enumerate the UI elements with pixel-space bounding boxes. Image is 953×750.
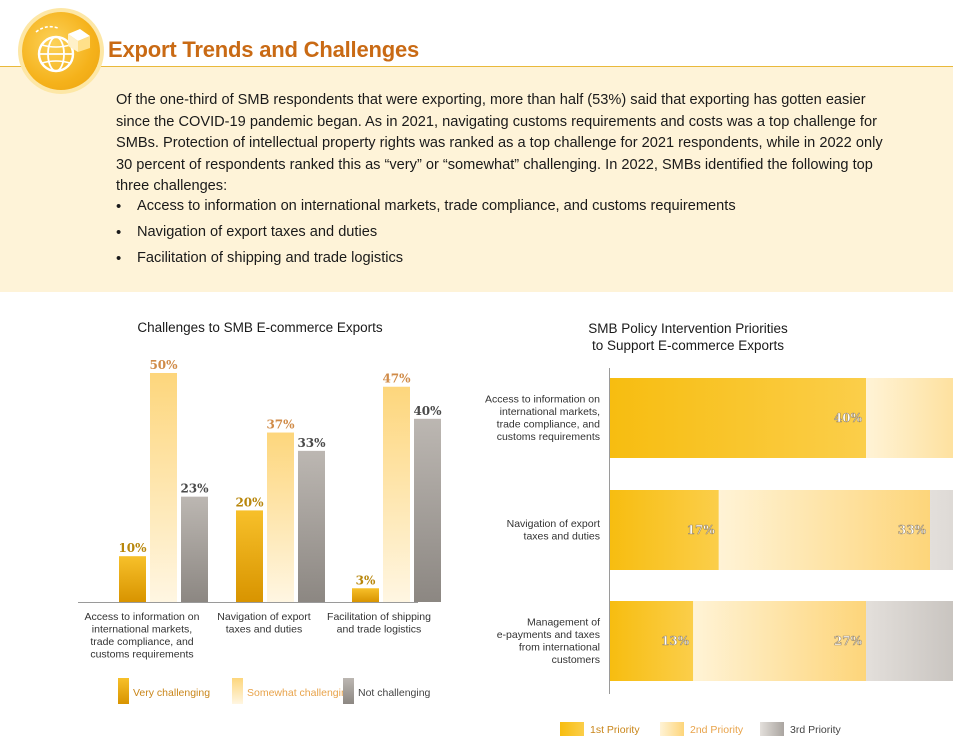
tick-label: Facilitation of shipping xyxy=(327,611,431,623)
legend-label: 2nd Priority xyxy=(690,724,744,736)
tick-label: taxes and duties xyxy=(524,530,600,542)
legend-swatch xyxy=(560,722,584,736)
priorities-bar-chart: 40%23%13%Access to information oninterna… xyxy=(485,368,953,736)
data-label: 10% xyxy=(118,541,147,555)
bar-segment xyxy=(610,601,694,681)
bar xyxy=(383,386,410,602)
legend-swatch xyxy=(660,722,684,736)
data-label: 27% xyxy=(834,634,863,648)
chart-title-line: to Support E-commerce Exports xyxy=(591,338,785,353)
data-label: 33% xyxy=(898,523,927,537)
tick-label: trade compliance, and xyxy=(497,418,600,430)
legend-swatch xyxy=(118,678,129,704)
tick-label: customers xyxy=(552,654,600,666)
bar xyxy=(119,556,146,602)
tick-label: e-payments and taxes xyxy=(497,629,600,641)
bar-segment xyxy=(930,490,953,570)
tick-label: from international xyxy=(519,641,600,653)
bar xyxy=(181,496,208,602)
list-item: Navigation of export taxes and duties xyxy=(116,222,736,248)
globe-package-icon xyxy=(22,12,100,90)
tick-label: and trade logistics xyxy=(337,624,422,636)
data-label: 3% xyxy=(356,573,376,587)
tick-label: Access to information on xyxy=(85,611,200,623)
tick-label: taxes and duties xyxy=(226,624,302,636)
tick-label: international markets, xyxy=(500,406,600,418)
intro-paragraph: Of the one-third of SMB respondents that… xyxy=(116,92,883,194)
tick-label: Navigation of export xyxy=(507,518,600,530)
bar-segment xyxy=(866,378,953,458)
legend-label: Not challenging xyxy=(358,687,431,699)
tick-label: international markets, xyxy=(92,624,192,636)
bar xyxy=(352,588,379,602)
tick-label: Access to information on xyxy=(485,393,600,405)
bar-segment xyxy=(866,601,953,681)
data-label: 33% xyxy=(297,436,326,450)
data-label: 37% xyxy=(266,418,295,432)
tick-label: Management of xyxy=(527,616,600,628)
chart-title: SMB Policy Intervention Priorities to Su… xyxy=(488,320,888,354)
tick-label: customs requirements xyxy=(90,649,193,661)
data-label: 40% xyxy=(834,411,863,425)
challenge-list: Access to information on international m… xyxy=(116,196,736,274)
legend-label: Very challenging xyxy=(133,687,210,699)
legend-swatch xyxy=(760,722,784,736)
bar xyxy=(150,373,177,602)
bar xyxy=(414,418,441,602)
challenges-bar-chart: 10% 20% 3% 50% 37% 47% 23% 33% 40% Access to info… xyxy=(78,358,442,704)
data-label: 20% xyxy=(235,495,264,509)
chart-title: Challenges to SMB E-commerce Exports xyxy=(137,320,383,335)
data-label: 23% xyxy=(180,482,209,496)
chart-title-line: SMB Policy Intervention Priorities xyxy=(588,321,788,336)
bar-segment xyxy=(718,490,930,570)
legend-label: 1st Priority xyxy=(590,724,640,736)
data-label: 47% xyxy=(382,372,411,386)
data-label: 13% xyxy=(661,634,690,648)
data-label: 40% xyxy=(413,404,442,418)
data-label: 50% xyxy=(149,358,178,372)
legend-swatch xyxy=(343,678,354,704)
bar-segment xyxy=(693,601,866,681)
legend-swatch xyxy=(232,678,243,704)
tick-label: trade compliance, and xyxy=(90,636,193,648)
list-item: Facilitation of shipping and trade logis… xyxy=(116,248,736,274)
page-title: Export Trends and Challenges xyxy=(108,37,420,62)
tick-label: Navigation of export xyxy=(217,611,310,623)
bar-segment xyxy=(610,378,866,458)
legend-label: 3rd Priority xyxy=(790,724,842,736)
bar-segment xyxy=(610,490,719,570)
bar xyxy=(236,510,263,602)
data-label: 17% xyxy=(687,523,716,537)
legend-label: Somewhat challenging xyxy=(247,687,353,699)
bar xyxy=(267,432,294,602)
list-item: Access to information on international m… xyxy=(116,196,736,222)
tick-label: customs requirements xyxy=(497,431,600,443)
bar xyxy=(298,450,325,602)
title-bar xyxy=(0,0,953,67)
